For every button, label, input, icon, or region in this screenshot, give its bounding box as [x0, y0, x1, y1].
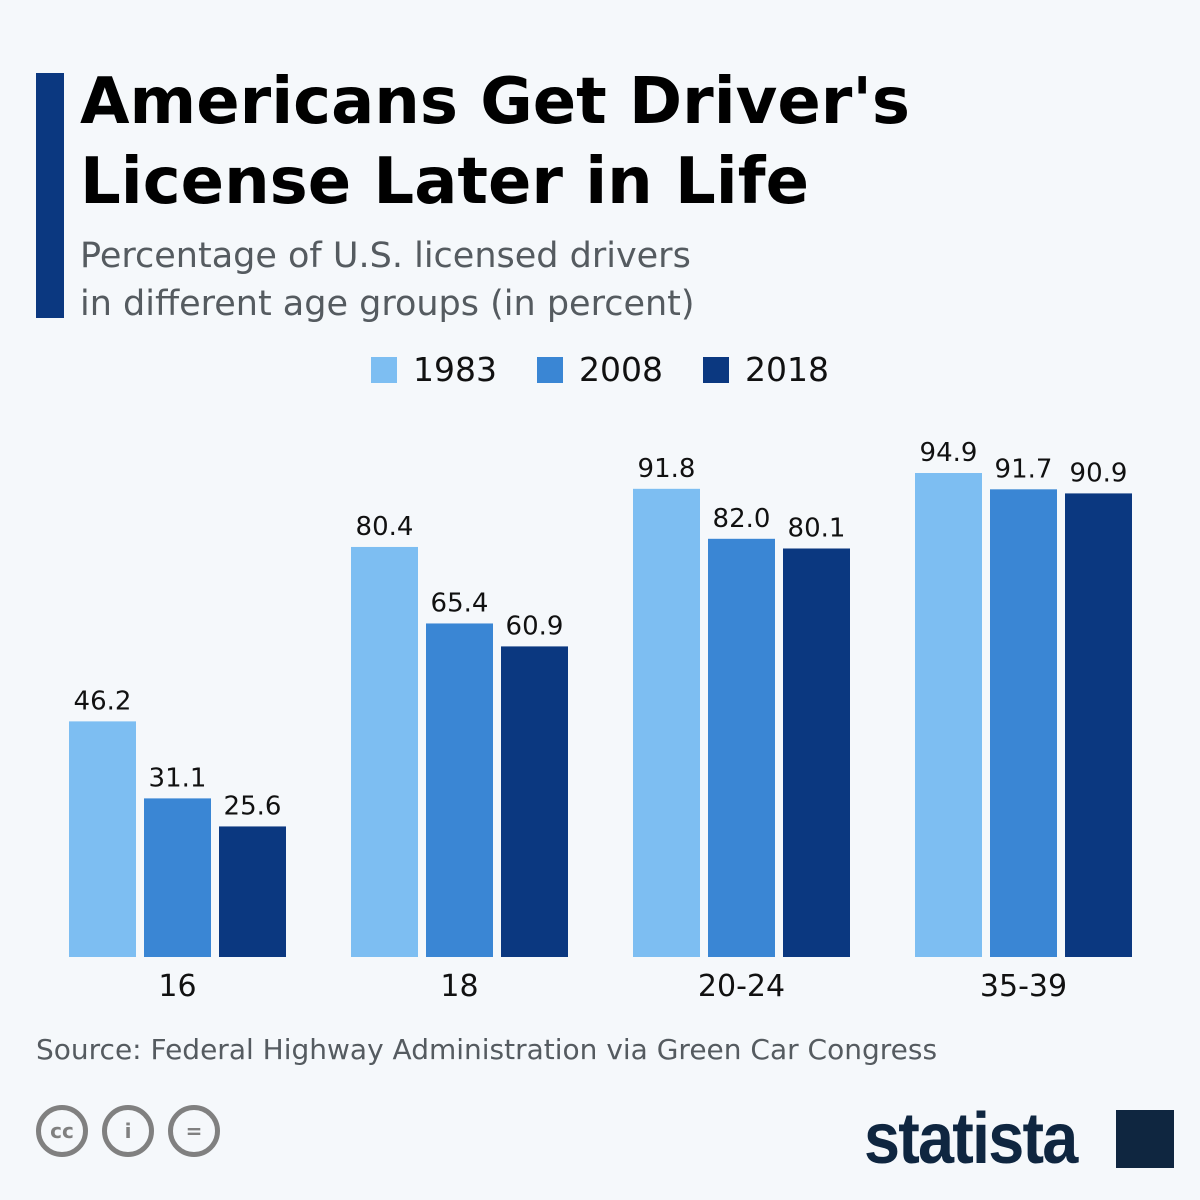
- bar-35-39-2008: [990, 489, 1057, 957]
- data-label: 90.9: [1070, 458, 1128, 488]
- data-label: 91.8: [638, 454, 696, 484]
- data-label: 65.4: [431, 588, 489, 618]
- legend-item-2008: 2008: [537, 350, 663, 389]
- source-note: Source: Federal Highway Administration v…: [36, 1033, 938, 1066]
- bar-35-39-1983: [915, 473, 982, 957]
- legend-item-1983: 1983: [371, 350, 497, 389]
- bar-18-2008: [426, 623, 493, 957]
- license-icons: cc i =: [36, 1105, 220, 1157]
- chart-subtitle: Percentage of U.S. licensed drivers in d…: [80, 232, 980, 328]
- x-tick-label: 20-24: [698, 969, 785, 1004]
- legend-swatch: [371, 356, 398, 383]
- legend-swatch: [702, 356, 729, 383]
- bar-18-1983: [351, 546, 418, 957]
- legend-label: 1983: [413, 350, 497, 389]
- chart-title: Americans Get Driver's License Later in …: [80, 65, 910, 219]
- legend-item-2018: 2018: [702, 350, 829, 389]
- bar-20-24-1983: [633, 488, 700, 957]
- bar-18-2018: [501, 646, 568, 957]
- logo-mark-icon: [1116, 1110, 1175, 1168]
- bar-35-39-2018: [1065, 493, 1132, 957]
- logo-text: statista: [864, 1099, 1078, 1179]
- legend: 1983 2008 2018: [0, 350, 1200, 389]
- bar-20-24-2008: [708, 538, 775, 957]
- title-accent-bar: [36, 73, 64, 318]
- subtitle-line-2: in different age groups (in percent): [80, 284, 695, 324]
- legend-label: 2008: [579, 350, 663, 389]
- data-label: 46.2: [74, 686, 132, 716]
- data-label: 25.6: [224, 791, 282, 821]
- data-label: 31.1: [149, 763, 207, 793]
- bar-20-24-2018: [783, 548, 850, 957]
- x-tick-label: 35-39: [980, 969, 1067, 1004]
- x-tick-label: 18: [440, 969, 478, 1004]
- bar-16-2008: [144, 798, 211, 957]
- nd-icon: =: [168, 1105, 220, 1157]
- legend-label: 2018: [744, 350, 829, 389]
- subtitle-line-1: Percentage of U.S. licensed drivers: [80, 236, 691, 276]
- cc-icon: cc: [36, 1105, 88, 1157]
- data-label: 82.0: [713, 504, 771, 534]
- by-icon: i: [102, 1105, 154, 1157]
- data-label: 94.9: [920, 438, 978, 468]
- data-label: 80.1: [788, 513, 846, 543]
- x-tick-label: 16: [158, 969, 196, 1004]
- bar-16-1983: [69, 721, 136, 957]
- data-label: 91.7: [995, 454, 1053, 484]
- legend-swatch: [537, 356, 563, 383]
- data-label: 60.9: [506, 611, 564, 641]
- statista-logo: statista: [864, 1098, 1175, 1180]
- data-label: 80.4: [356, 512, 414, 542]
- bar-16-2018: [219, 826, 286, 957]
